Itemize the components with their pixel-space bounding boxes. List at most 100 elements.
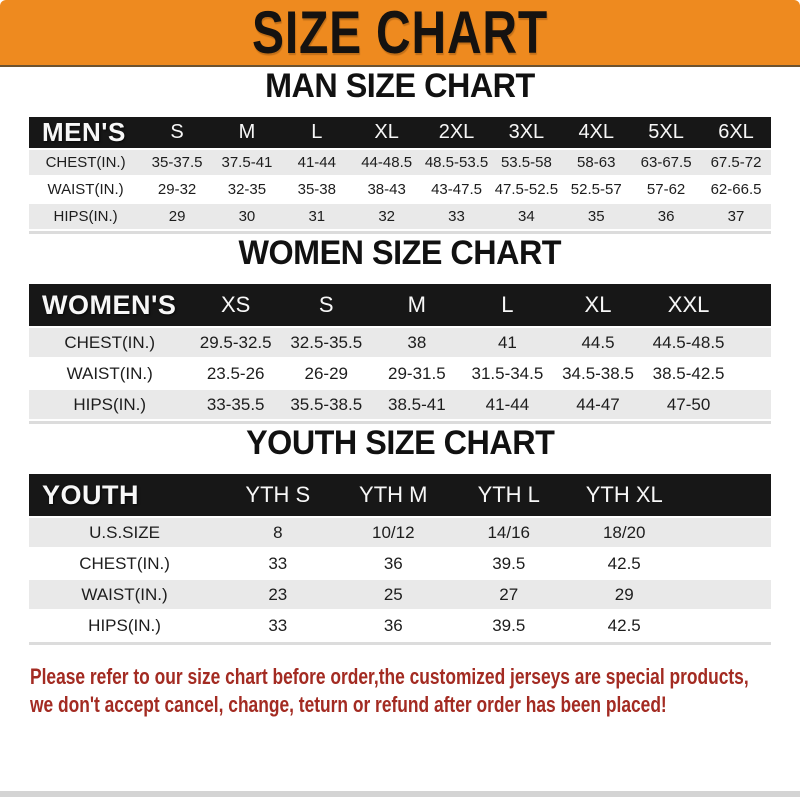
page-title: SIZE CHART <box>252 0 548 66</box>
row-label: WAIST(IN.) <box>29 580 221 611</box>
women-section-title-text: WOMEN SIZE CHART <box>238 234 562 272</box>
size-value-cell: 29.5-32.5 <box>190 328 281 359</box>
size-value-cell: 47.5-52.5 <box>491 177 562 204</box>
table-row: U.S.SIZE 8 10/12 14/16 18/20 <box>29 518 771 549</box>
size-value-cell: 29-32 <box>142 177 213 204</box>
size-value-cell: 43-47.5 <box>421 177 492 204</box>
size-value-cell: 35.5-38.5 <box>280 390 372 421</box>
disclaimer-line-2: we don't accept cancel, change, teturn o… <box>30 692 667 717</box>
size-value-cell: 41-44 <box>462 390 553 421</box>
row-label: HIPS(IN.) <box>29 204 143 231</box>
size-value-cell: 29 <box>566 580 682 611</box>
row-label: WAIST(IN.) <box>29 359 191 390</box>
size-value-cell: 48.5-53.5 <box>421 150 492 177</box>
men-size-table: MEN'S S M L XL 2XL 3XL 4XL 5XL 6XL CHEST(IN.) 35-… <box>29 117 771 234</box>
size-value-cell: 52.5-57 <box>561 177 632 204</box>
size-value-cell: 42.5 <box>566 611 682 642</box>
size-column-header: YTH S <box>220 474 336 518</box>
size-value-cell: 37.5-41 <box>212 150 282 177</box>
size-value-cell: 14/16 <box>451 518 567 549</box>
size-column-header: L <box>281 117 352 150</box>
size-value-cell: 18/20 <box>566 518 682 549</box>
spacer-cell <box>681 549 771 580</box>
size-value-cell: 42.5 <box>566 549 682 580</box>
spacer-cell <box>681 518 771 549</box>
size-value-cell: 67.5-72 <box>701 150 771 177</box>
size-value-cell: 30 <box>212 204 282 231</box>
youth-size-table: YOUTH YTH S YTH M YTH L YTH XL U.S.SIZE 8 10/… <box>29 474 771 645</box>
size-value-cell: 53.5-58 <box>491 150 562 177</box>
banner: SIZE CHART <box>0 0 800 67</box>
size-value-cell: 38 <box>371 328 463 359</box>
row-label: CHEST(IN.) <box>29 549 221 580</box>
youth-table-header-row: YOUTH YTH S YTH M YTH L YTH XL <box>29 474 771 518</box>
size-column-header: XL <box>351 117 422 150</box>
size-value-cell: 36 <box>335 549 452 580</box>
size-value-cell: 41-44 <box>281 150 352 177</box>
size-value-cell: 10/12 <box>335 518 452 549</box>
size-value-cell: 39.5 <box>451 611 567 642</box>
size-value-cell: 36 <box>631 204 702 231</box>
size-column-header: L <box>462 284 553 328</box>
size-value-cell: 37 <box>701 204 771 231</box>
size-column-header: 2XL <box>421 117 492 150</box>
spacer-cell <box>733 390 771 421</box>
size-value-cell: 47-50 <box>643 390 734 421</box>
size-column-header: M <box>371 284 463 328</box>
size-value-cell: 8 <box>220 518 336 549</box>
size-value-cell: 33 <box>421 204 492 231</box>
size-value-cell: 38.5-41 <box>371 390 463 421</box>
size-value-cell: 34 <box>491 204 562 231</box>
bottom-edge-strip <box>0 791 800 797</box>
size-value-cell: 33-35.5 <box>190 390 281 421</box>
size-value-cell: 39.5 <box>451 549 567 580</box>
size-column-header: S <box>280 284 372 328</box>
size-value-cell: 31.5-34.5 <box>462 359 553 390</box>
table-row: HIPS(IN.) 33-35.5 35.5-38.5 38.5-41 41-44 44-… <box>29 390 771 421</box>
size-value-cell: 36 <box>335 611 452 642</box>
disclaimer-line-1: Please refer to our size chart before or… <box>30 664 749 689</box>
size-value-cell: 25 <box>335 580 452 611</box>
youth-section-title: YOUTH SIZE CHART <box>0 424 800 462</box>
spacer-cell <box>681 580 771 611</box>
table-row: CHEST(IN.) 35-37.5 37.5-41 41-44 44-48.5 48.5… <box>29 150 771 177</box>
men-section-title-text: MAN SIZE CHART <box>265 67 535 105</box>
women-table-corner-label: WOMEN'S <box>29 284 191 328</box>
size-column-header: YTH M <box>335 474 452 518</box>
table-row: WAIST(IN.) 29-32 32-35 35-38 38-43 43-47.5 47.… <box>29 177 771 204</box>
row-label: U.S.SIZE <box>29 518 221 549</box>
spacer-column <box>681 474 771 518</box>
size-column-header: 4XL <box>561 117 632 150</box>
youth-section-title-text: YOUTH SIZE CHART <box>245 424 555 462</box>
size-column-header: XL <box>552 284 644 328</box>
size-value-cell: 35 <box>561 204 632 231</box>
size-value-cell: 34.5-38.5 <box>552 359 644 390</box>
table-row: WAIST(IN.) 23.5-26 26-29 29-31.5 31.5-34.5 34… <box>29 359 771 390</box>
size-column-header: YTH L <box>451 474 567 518</box>
row-label: CHEST(IN.) <box>29 150 143 177</box>
size-value-cell: 58-63 <box>561 150 632 177</box>
size-value-cell: 44.5-48.5 <box>643 328 734 359</box>
table-row: CHEST(IN.) 29.5-32.5 32.5-35.5 38 41 44.5 44.5… <box>29 328 771 359</box>
size-column-header: YTH XL <box>566 474 682 518</box>
table-row: CHEST(IN.) 33 36 39.5 42.5 <box>29 549 771 580</box>
size-column-header: 6XL <box>701 117 771 150</box>
men-section-title: MAN SIZE CHART <box>0 67 800 105</box>
spacer-cell <box>681 611 771 642</box>
men-table-header-row: MEN'S S M L XL 2XL 3XL 4XL 5XL 6XL <box>29 117 771 150</box>
table-row: HIPS(IN.) 29 30 31 32 33 34 35 36 37 <box>29 204 771 231</box>
women-table-header-row: WOMEN'S XS S M L XL XXL <box>29 284 771 328</box>
size-column-header: M <box>212 117 282 150</box>
size-value-cell: 32 <box>351 204 422 231</box>
men-table-corner-label: MEN'S <box>29 117 143 150</box>
size-value-cell: 29-31.5 <box>371 359 463 390</box>
women-section-title: WOMEN SIZE CHART <box>0 234 800 272</box>
size-column-header: XXL <box>643 284 734 328</box>
size-value-cell: 32.5-35.5 <box>280 328 372 359</box>
size-value-cell: 62-66.5 <box>701 177 771 204</box>
spacer-cell <box>733 359 771 390</box>
size-column-header: S <box>142 117 213 150</box>
disclaimer-note: Please refer to our size chart before or… <box>30 663 800 719</box>
row-label: HIPS(IN.) <box>29 390 191 421</box>
